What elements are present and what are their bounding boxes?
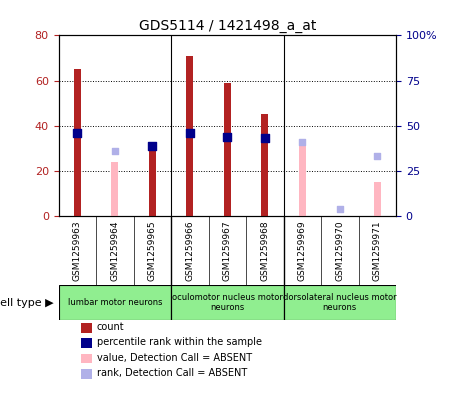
Text: GSM1259964: GSM1259964 [110,221,119,281]
Text: oculomotor nucleus motor
neurons: oculomotor nucleus motor neurons [172,293,283,312]
Point [336,206,343,212]
Text: GSM1259971: GSM1259971 [373,221,382,281]
Text: dorsolateral nucleus motor
neurons: dorsolateral nucleus motor neurons [283,293,396,312]
Text: lumbar motor neurons: lumbar motor neurons [68,298,162,307]
Title: GDS5114 / 1421498_a_at: GDS5114 / 1421498_a_at [139,19,316,33]
Text: GSM1259967: GSM1259967 [223,221,232,281]
Text: value, Detection Call = ABSENT: value, Detection Call = ABSENT [97,353,252,363]
Text: percentile rank within the sample: percentile rank within the sample [97,337,262,347]
Point [74,130,81,136]
Text: GSM1259965: GSM1259965 [148,221,157,281]
Text: rank, Detection Call = ABSENT: rank, Detection Call = ABSENT [97,368,247,378]
Text: GSM1259968: GSM1259968 [260,221,269,281]
Text: count: count [97,322,124,332]
Point [186,130,194,136]
Bar [171,285,284,320]
Bar [374,182,381,216]
Bar [112,162,118,216]
Point [148,143,156,149]
Point [261,135,268,141]
Point [224,134,231,140]
Bar [58,285,171,320]
Point [299,139,306,145]
Text: GSM1259970: GSM1259970 [335,221,344,281]
Point [374,153,381,160]
Bar [224,83,230,216]
Point [111,148,118,154]
Bar [284,285,396,320]
Text: GSM1259963: GSM1259963 [73,221,82,281]
Bar [149,148,156,216]
Text: GSM1259966: GSM1259966 [185,221,194,281]
Bar [74,69,81,216]
Bar [299,146,306,216]
Text: GSM1259969: GSM1259969 [298,221,307,281]
Bar [261,114,268,216]
Text: cell type ▶: cell type ▶ [0,298,54,308]
Bar [186,56,193,216]
